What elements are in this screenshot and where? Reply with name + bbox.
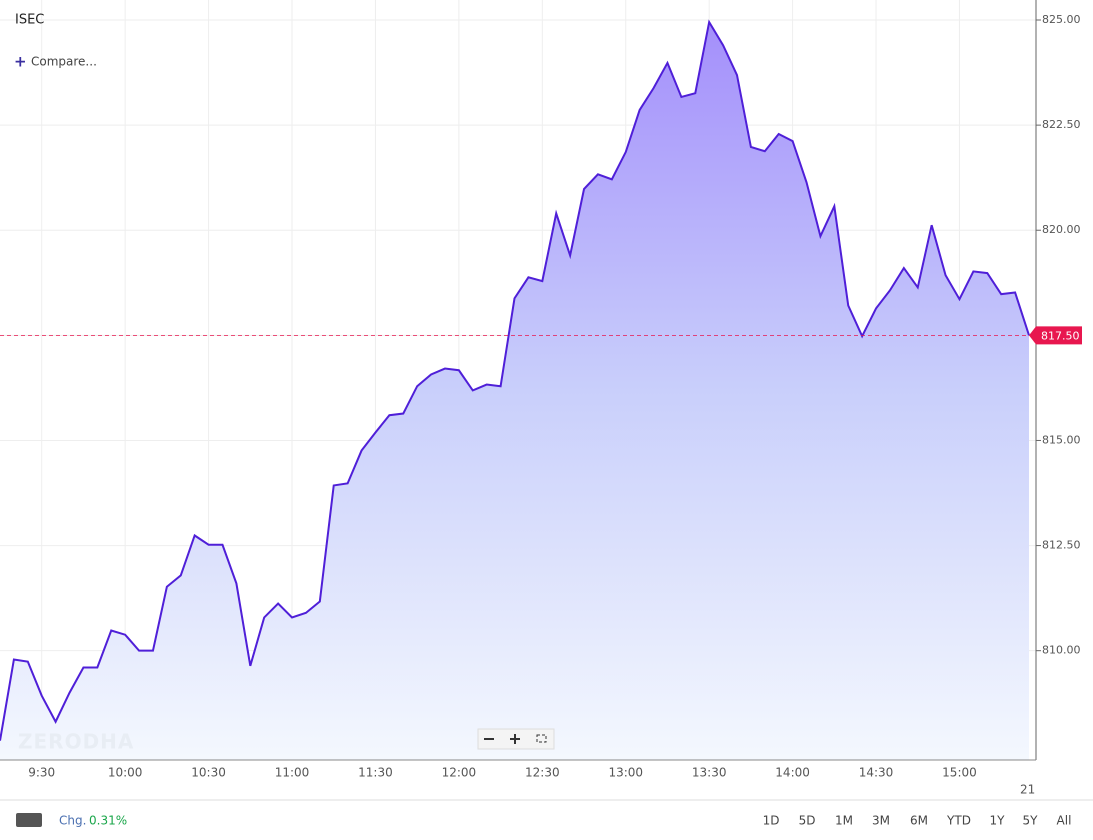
keyboard-icon[interactable] xyxy=(16,813,42,827)
plus-icon[interactable]: + xyxy=(14,53,27,71)
range-button[interactable]: 3M xyxy=(872,814,890,828)
x-tick-label: 12:00 xyxy=(442,766,477,780)
x-tick-label: 10:00 xyxy=(108,766,143,780)
date-label: 21 xyxy=(1020,783,1035,797)
range-button[interactable]: All xyxy=(1057,814,1072,828)
y-tick-label: 820.00 xyxy=(1042,223,1081,236)
watermark: ZERODHA xyxy=(18,730,134,754)
x-tick-label: 14:00 xyxy=(775,766,810,780)
last-price-label: 817.50 xyxy=(1041,329,1080,342)
y-tick-label: 822.50 xyxy=(1042,118,1081,131)
change-value: 0.31% xyxy=(89,814,127,828)
x-tick-label: 12:30 xyxy=(525,766,560,780)
area-fill xyxy=(0,22,1029,760)
y-tick-label: 825.00 xyxy=(1042,13,1081,26)
x-tick-label: 11:00 xyxy=(275,766,310,780)
x-tick-label: 15:00 xyxy=(942,766,977,780)
last-price-badge xyxy=(1029,326,1082,345)
y-tick-label: 815.00 xyxy=(1042,433,1081,446)
x-tick-label: 13:00 xyxy=(608,766,643,780)
range-button[interactable]: 5D xyxy=(799,814,816,828)
range-button[interactable]: 6M xyxy=(910,814,928,828)
range-button[interactable]: 1D xyxy=(763,814,780,828)
x-tick-label: 13:30 xyxy=(692,766,727,780)
x-tick-label: 9:30 xyxy=(28,766,55,780)
x-tick-label: 10:30 xyxy=(191,766,226,780)
x-tick-label: 11:30 xyxy=(358,766,393,780)
y-tick-label: 810.00 xyxy=(1042,644,1081,657)
price-line xyxy=(0,19,1030,741)
range-button[interactable]: 1M xyxy=(835,814,853,828)
range-button[interactable]: 5Y xyxy=(1023,814,1039,828)
compare[interactable]: Compare... xyxy=(31,55,97,69)
x-tick-label: 14:30 xyxy=(859,766,894,780)
range-button[interactable]: YTD xyxy=(946,814,971,828)
range-button[interactable]: 1Y xyxy=(990,814,1006,828)
change-label: Chg. xyxy=(59,814,86,828)
fullscreen[interactable] xyxy=(536,734,547,743)
y-tick-label: 812.50 xyxy=(1042,539,1081,552)
zoom-controls xyxy=(477,728,555,750)
symbol: ISEC xyxy=(15,13,44,28)
